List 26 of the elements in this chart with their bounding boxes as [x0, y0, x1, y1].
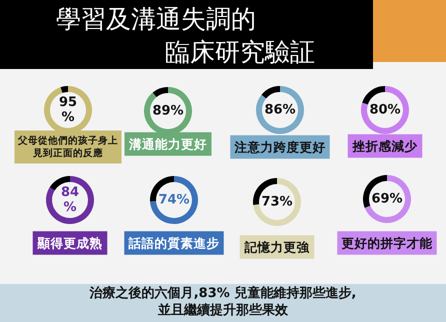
donut-slice: [46, 176, 94, 224]
text: 顯得更成熟: [36, 236, 102, 250]
data-label: 73%: [261, 194, 293, 210]
text: 溝通能力更好: [128, 136, 207, 152]
text: 學習及溝通失調的臨床研究驗証: [56, 4, 315, 66]
text: 父母從他們的孩子身上見到正面的反應: [17, 134, 118, 159]
donut-slice: [253, 178, 301, 226]
data-label: 74%: [158, 192, 190, 208]
donut-slice: [150, 176, 198, 224]
data-label: 86%: [264, 102, 296, 118]
donut-slice: [362, 86, 385, 104]
donut-slice: [60, 86, 68, 93]
data-label: 69%: [371, 192, 403, 206]
data-label: 84 %: [60, 185, 80, 215]
text: 注意力跨度更好: [234, 140, 326, 154]
text: 話語的質素進步: [128, 236, 220, 250]
data-label: 80%: [369, 102, 401, 118]
donut-slice: [262, 86, 280, 99]
text: 治療之後的六個月,83% 兒童能維持那些進步, 並且繼續提升那些果效: [88, 285, 356, 318]
text: 記憶力更強: [244, 240, 310, 254]
donut-slice: [152, 87, 168, 98]
data-label: 89%: [152, 104, 184, 118]
text: 挫折感減少: [352, 138, 418, 154]
donut-slice: [364, 175, 411, 223]
data-label: 95 %: [58, 95, 78, 125]
text: 更好的拼字才能: [342, 236, 434, 250]
